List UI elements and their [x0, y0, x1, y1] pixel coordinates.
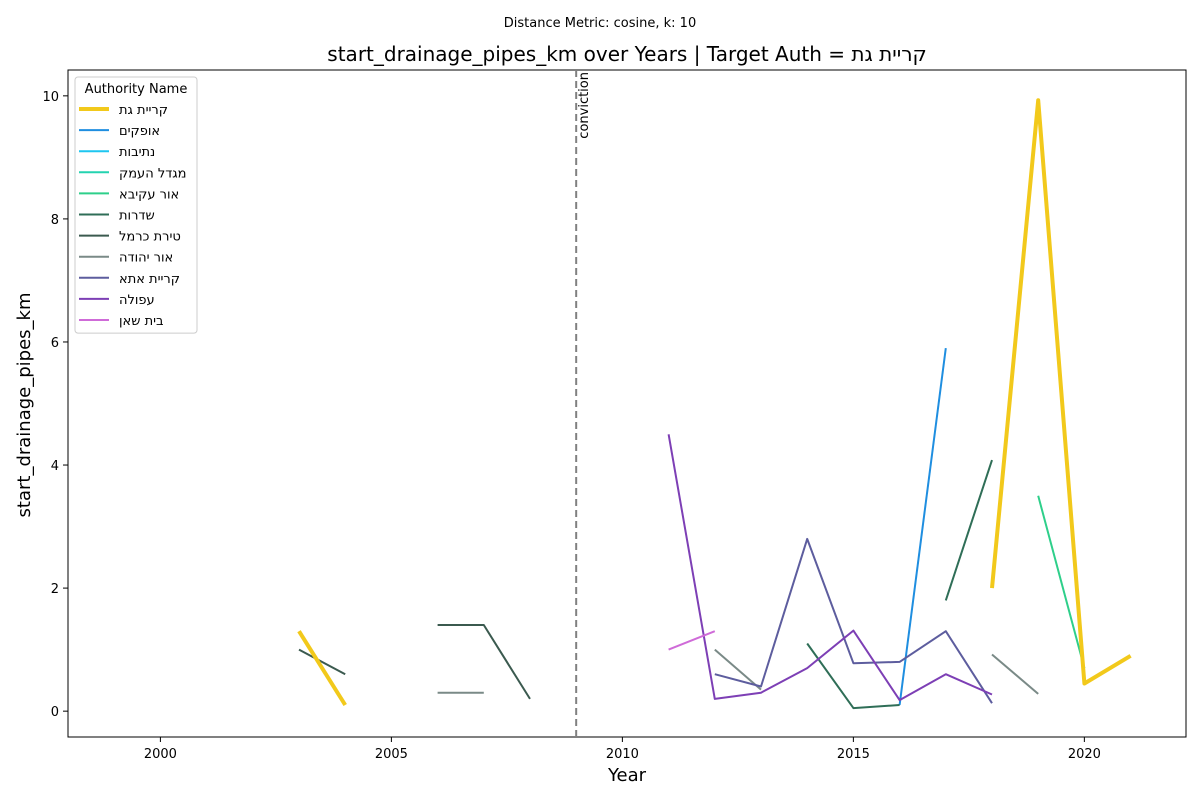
legend-entry: אור עקיבא [119, 187, 179, 202]
legend-entry: קריית גת [119, 103, 168, 118]
chart-suptitle: Distance Metric: cosine, k: 10 [504, 16, 696, 31]
y-tick-label: 4 [51, 459, 59, 474]
x-tick-label: 2015 [837, 747, 870, 762]
legend-box [74, 76, 198, 334]
y-tick-label: 10 [42, 90, 59, 105]
legend: Authority Name קריית גת אופקים נתיבות מגדל ה… [74, 76, 198, 334]
y-tick-label: 8 [51, 213, 59, 228]
x-axis-label: Year [607, 765, 647, 786]
series-line-6 [437, 624, 531, 700]
x-axis: 2000 2005 2010 2015 2020 [144, 737, 1101, 762]
y-axis-label: start_drainage_pipes_km [14, 293, 35, 518]
legend-entry: טירת כרמל [119, 230, 181, 245]
x-tick-label: 2010 [606, 747, 639, 762]
series-line-7 [714, 648, 762, 691]
series-line-8 [714, 537, 993, 704]
legend-entry: בית שאן [119, 314, 164, 329]
series-line-7 [991, 653, 1039, 695]
plot-area-frame [67, 69, 1187, 738]
series-line-0 [297, 630, 347, 707]
x-tick-label: 2005 [375, 747, 408, 762]
legend-entry: אור יהודה [119, 251, 173, 266]
series-line-5 [806, 642, 900, 710]
series-line-1 [898, 347, 947, 706]
y-axis: 0 2 4 6 8 10 [42, 90, 68, 720]
series-line-10 [668, 630, 716, 651]
legend-entry: עפולה [119, 293, 155, 308]
y-tick-label: 6 [51, 336, 59, 351]
conviction-label: conviction [577, 72, 592, 139]
x-tick-label: 2000 [144, 747, 177, 762]
series-line-5 [944, 459, 993, 601]
series-line-6 [298, 648, 346, 676]
series-line-4 [1037, 495, 1086, 669]
legend-title: Authority Name [85, 82, 188, 97]
legend-entry: קריית אתא [119, 272, 180, 287]
x-tick-label: 2020 [1068, 747, 1101, 762]
vline-layer: conviction [575, 70, 592, 737]
chart-title: start_drainage_pipes_km over Years | Tar… [327, 42, 926, 66]
series-line-0 [990, 98, 1132, 686]
legend-entry: שדרות [119, 209, 155, 224]
legend-entry: מגדל העמק [119, 166, 187, 181]
series-layer [297, 98, 1132, 710]
legend-entry: אופקים [119, 124, 160, 139]
series-line-9 [667, 434, 993, 702]
legend-entry: נתיבות [119, 145, 155, 160]
y-tick-label: 2 [51, 582, 59, 597]
y-tick-label: 0 [51, 705, 59, 720]
